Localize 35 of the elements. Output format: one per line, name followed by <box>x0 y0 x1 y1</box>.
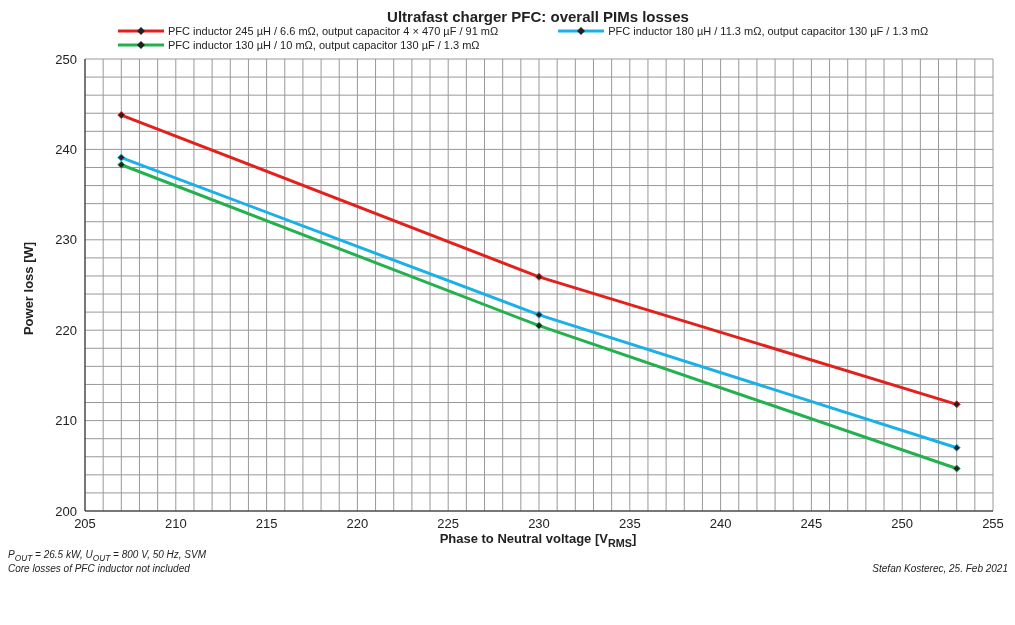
chart-title: Ultrafast charger PFC: overall PIMs losses <box>386 8 690 25</box>
x-tick-label: 250 <box>891 516 914 532</box>
x-tick-label: 205 <box>74 516 96 532</box>
point <box>535 310 543 319</box>
text: Core losses of PFC inductor not included <box>8 562 191 574</box>
point <box>117 160 126 169</box>
x-tick-label: 255 <box>982 516 1004 532</box>
x-tick-label: 210 <box>164 516 187 532</box>
y-tick-label: 250 <box>55 51 77 67</box>
point <box>952 443 961 452</box>
point <box>952 464 961 473</box>
legend-label: PFC inductor 180 µH / 11.3 mΩ, output capacitor 130 µF / 1.3 mΩ <box>608 25 929 37</box>
x-tick-label: 235 <box>618 516 641 532</box>
y-axis-title: Power loss [W] <box>20 240 36 338</box>
y-tick-label: 220 <box>55 322 77 338</box>
x-tick-label: 225 <box>437 516 460 532</box>
y-tick-label: 200 <box>55 503 77 519</box>
text: P$_{OUT}$ = 26.5 kW, U$_{OUT}$ = 800 V, 50 Hz, SVM <box>8 548 207 563</box>
point <box>117 153 126 162</box>
y-tick-label: 240 <box>55 142 77 158</box>
y-tick-label: 210 <box>55 413 77 429</box>
x-axis-title: Phase to Neutral voltage [V$_{RMS}$] <box>438 531 638 549</box>
legend-label: PFC inductor 245 µH / 6.6 mΩ, output capacitor 4 × 470 µF / 91 mΩ <box>168 25 499 37</box>
point <box>535 321 543 330</box>
x-tick-label: 215 <box>255 516 278 532</box>
y-tick-label: 230 <box>55 232 77 248</box>
text: Stefan Kosterec, 25. Feb 2021 <box>872 562 1008 574</box>
legend-label: PFC inductor 130 µH / 10 mΩ, output capacitor 130 µF / 1.3 mΩ <box>168 39 480 51</box>
x-tick-label: 245 <box>800 516 823 532</box>
x-tick-label: 240 <box>709 516 732 532</box>
x-tick-label: 230 <box>528 516 550 532</box>
x-tick-label: 220 <box>346 516 369 532</box>
point <box>117 111 126 120</box>
point <box>535 272 543 281</box>
point <box>952 400 961 409</box>
